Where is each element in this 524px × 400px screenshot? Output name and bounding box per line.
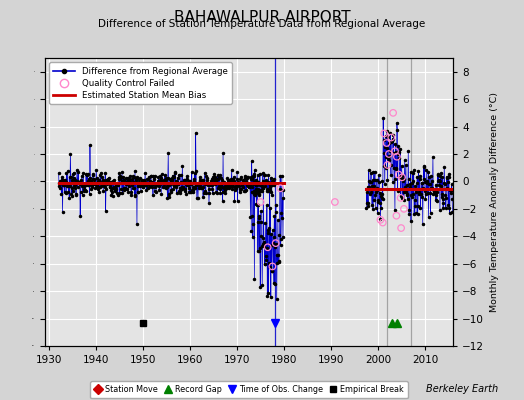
Point	[383, 162, 391, 168]
Text: Berkeley Earth: Berkeley Earth	[425, 384, 498, 394]
Point	[392, 212, 401, 219]
Point	[331, 199, 339, 205]
Text: Difference of Station Temperature Data from Regional Average: Difference of Station Temperature Data f…	[99, 19, 425, 29]
Point	[264, 244, 272, 250]
Text: BAHAWALPUR AIRPORT: BAHAWALPUR AIRPORT	[173, 10, 351, 25]
Y-axis label: Monthly Temperature Anomaly Difference (°C): Monthly Temperature Anomaly Difference (…	[490, 92, 499, 312]
Point	[389, 110, 397, 116]
Point	[383, 140, 391, 146]
Point	[385, 151, 393, 157]
Point	[379, 219, 387, 226]
Legend: Station Move, Record Gap, Time of Obs. Change, Empirical Break: Station Move, Record Gap, Time of Obs. C…	[90, 381, 408, 398]
Point	[392, 154, 401, 160]
Point	[376, 217, 385, 223]
Point	[271, 240, 280, 246]
Point	[268, 263, 277, 270]
Point	[387, 134, 396, 141]
Point	[397, 225, 405, 231]
Point	[391, 148, 399, 154]
Point	[256, 199, 265, 205]
Point	[276, 185, 285, 192]
Point	[397, 195, 405, 201]
Point	[395, 171, 403, 178]
Point	[398, 174, 406, 180]
Point	[380, 130, 388, 137]
Point	[400, 206, 408, 212]
